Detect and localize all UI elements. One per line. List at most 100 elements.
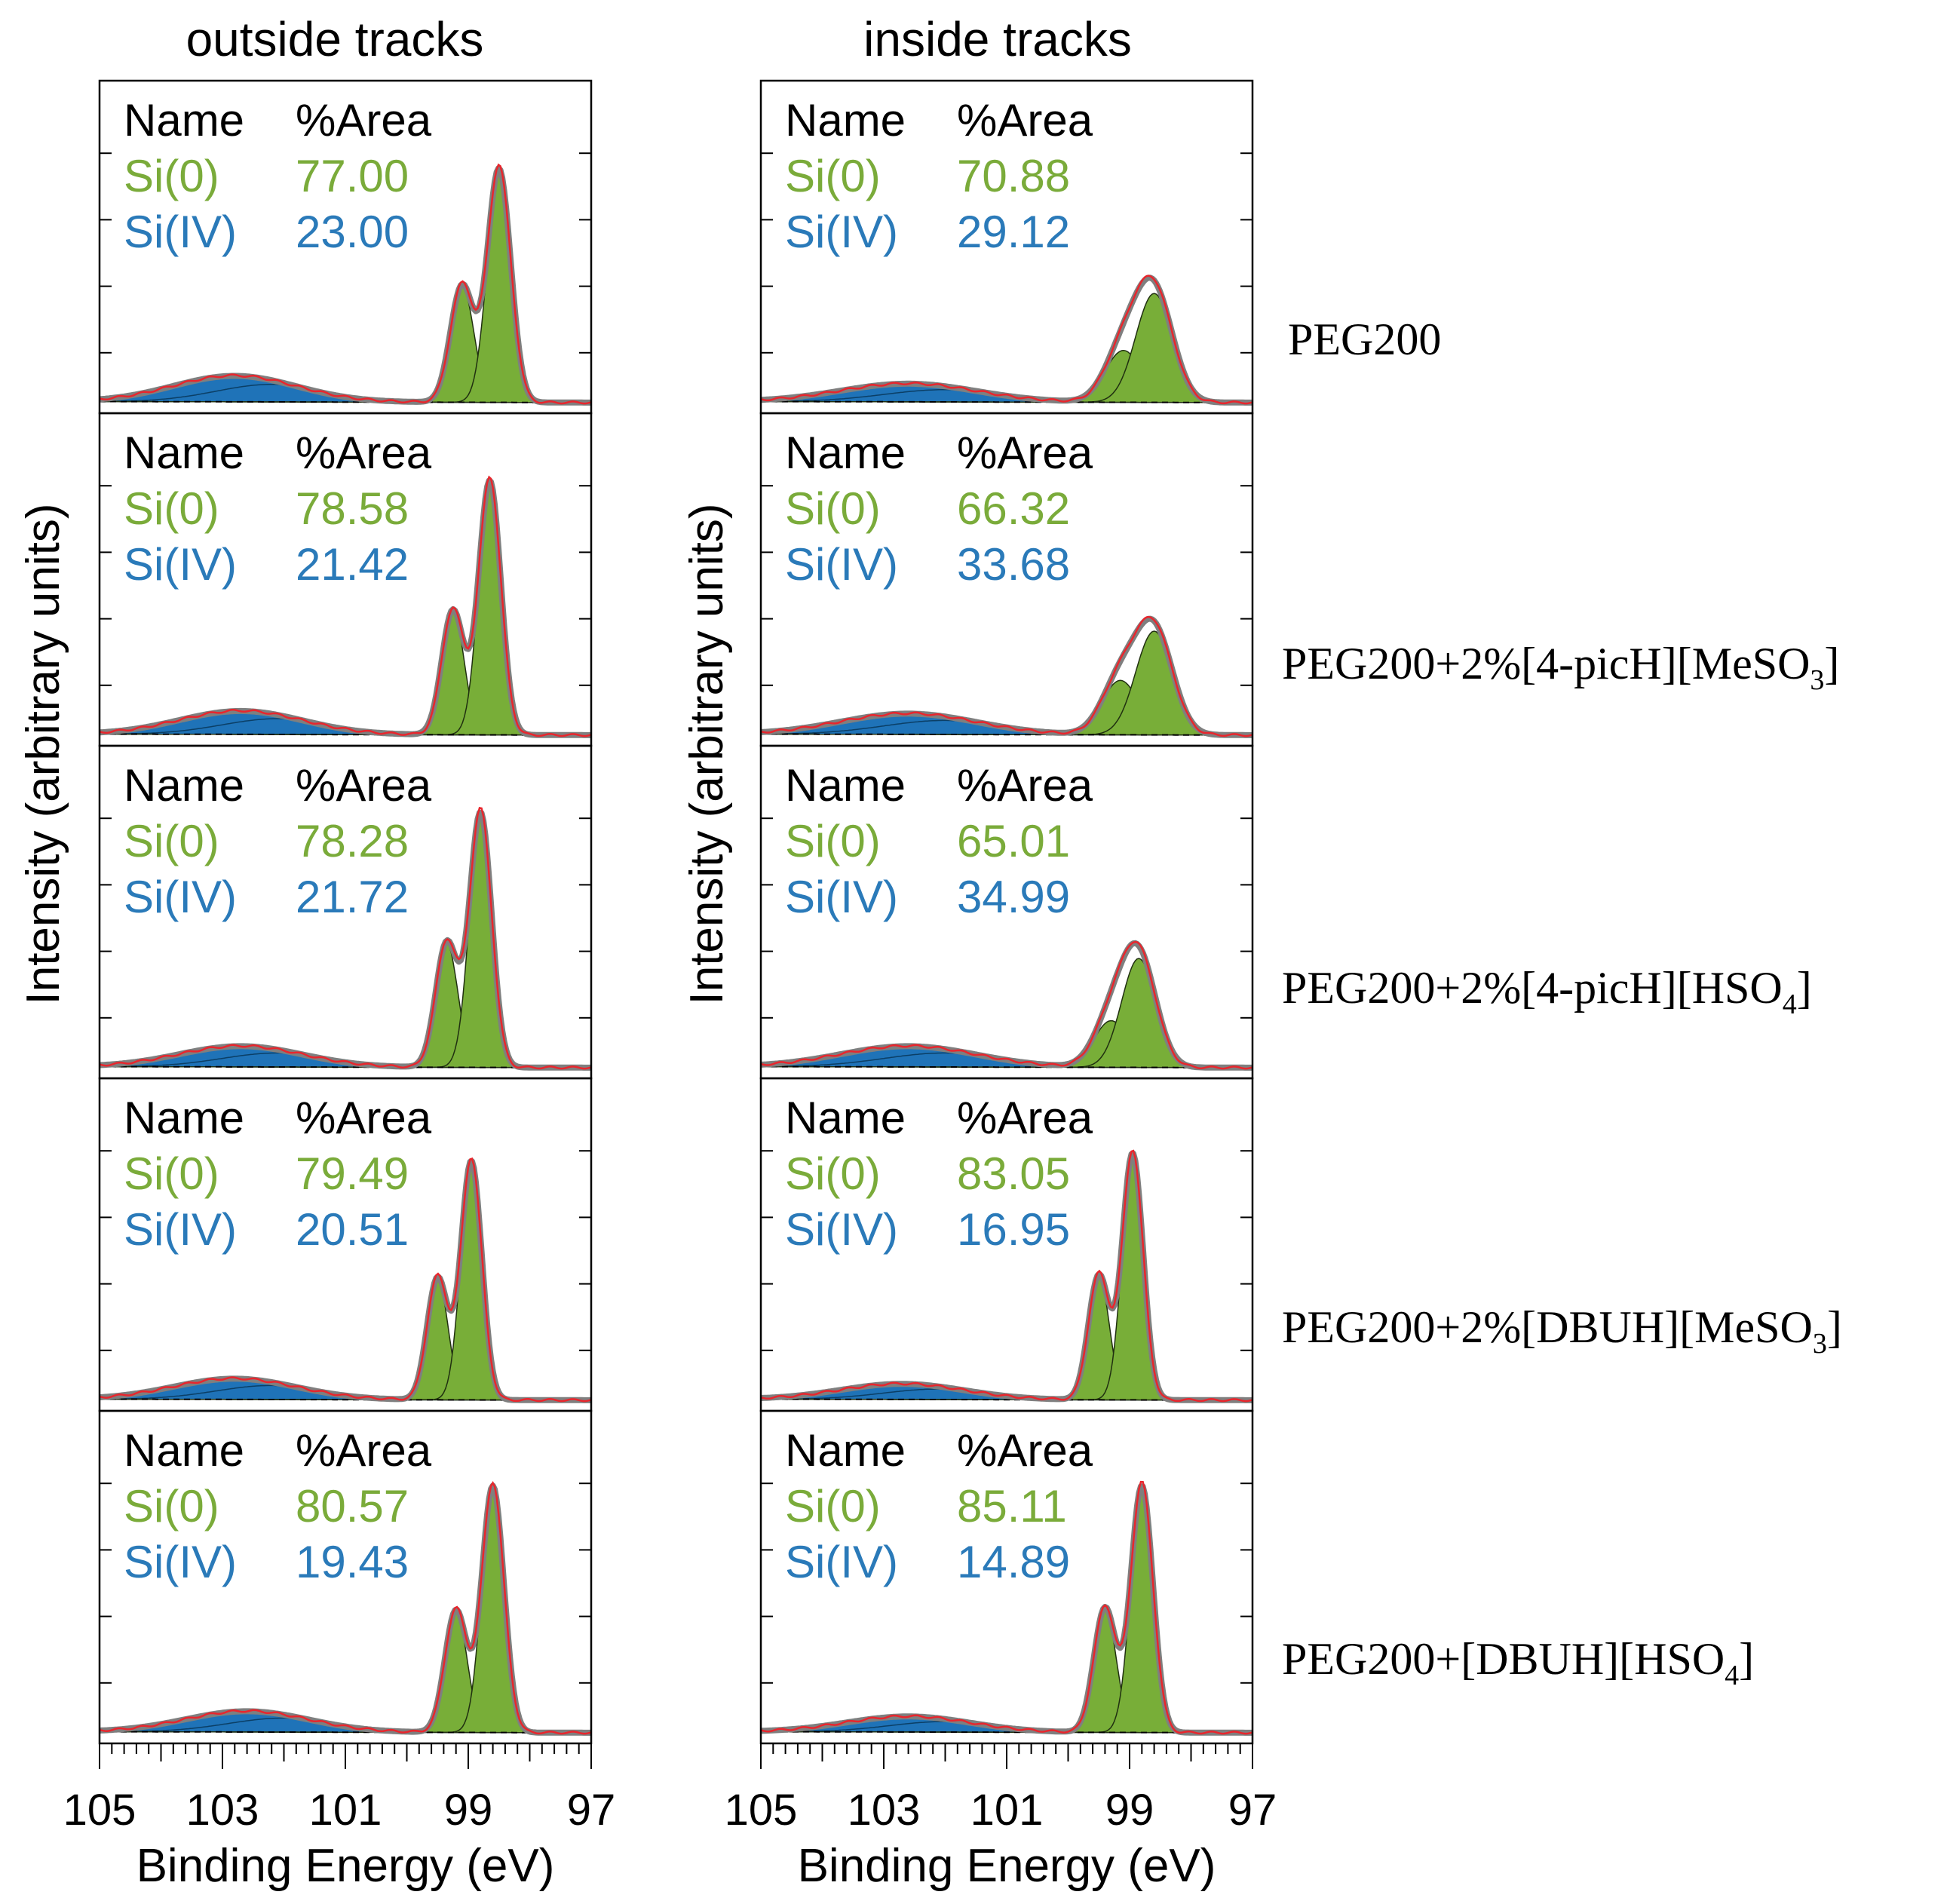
measured-data-line bbox=[99, 163, 592, 405]
measured-data-line bbox=[99, 807, 592, 1070]
background-line bbox=[761, 400, 1252, 403]
spectrum-panel-inside-5: Name %Area Si(0) 85.11 Si(IV) 14.89 bbox=[759, 1409, 1254, 1769]
si4-row-area: 34.99 bbox=[957, 872, 1070, 922]
x-tick-label: 99 bbox=[444, 1786, 493, 1835]
sample-label-end: ] bbox=[1824, 639, 1839, 688]
table-header-name: Name bbox=[785, 1093, 906, 1143]
background-line bbox=[100, 1065, 591, 1069]
x-tick-label: 105 bbox=[725, 1786, 798, 1835]
table-header-area: %Area bbox=[957, 1093, 1093, 1143]
table-header-area: %Area bbox=[296, 428, 432, 478]
measured-data-line bbox=[99, 1157, 592, 1403]
sample-label-text: PEG200+2%[4-picH][MeSO bbox=[1282, 639, 1810, 688]
x-tick-label: 99 bbox=[1105, 1786, 1154, 1835]
si0-component-area-b bbox=[100, 1277, 591, 1401]
column-title-outside: outside tracks bbox=[186, 12, 484, 66]
table-header-name: Name bbox=[785, 760, 906, 811]
table-header-name: Name bbox=[124, 95, 244, 146]
measured-data-line bbox=[99, 1481, 592, 1735]
si0-row-area: 79.49 bbox=[296, 1148, 409, 1199]
si4-row-area: 19.43 bbox=[296, 1537, 409, 1587]
x-axis-label-inside: Binding Energy (eV) bbox=[798, 1840, 1216, 1892]
spectrum-panel-outside-3: Name %Area Si(0) 78.28 Si(IV) 21.72 bbox=[98, 744, 593, 1080]
si4-row-area: 14.89 bbox=[957, 1537, 1070, 1587]
si0-component-area-b bbox=[100, 942, 591, 1069]
si0-row-area: 85.11 bbox=[957, 1481, 1067, 1531]
si0-row-area: 65.01 bbox=[957, 816, 1070, 866]
si0-row-name: Si(0) bbox=[124, 1148, 219, 1199]
table-header-name: Name bbox=[124, 1093, 244, 1143]
si4-row-area: 33.68 bbox=[957, 539, 1070, 590]
si0-row-area: 78.28 bbox=[296, 816, 409, 866]
panels: Name %Area Si(0) 77.00 Si(IV) 23.00 Name %Area S… bbox=[98, 79, 1254, 1769]
x-tick-label: 97 bbox=[1228, 1786, 1277, 1835]
x-tick-label: 105 bbox=[63, 1786, 136, 1835]
table-header-area: %Area bbox=[296, 95, 432, 146]
si0-row-area: 66.32 bbox=[957, 483, 1070, 534]
si0-row-area: 80.57 bbox=[296, 1481, 409, 1531]
sample-label-text: PEG200+2%[4-picH][HSO bbox=[1282, 963, 1783, 1013]
sample-label-end: ] bbox=[1827, 1302, 1842, 1352]
si0-row-name: Si(0) bbox=[124, 151, 219, 201]
spectrum-panel-inside-2: Name %Area Si(0) 66.32 Si(IV) 33.68 bbox=[759, 412, 1254, 747]
x-tick-label: 97 bbox=[567, 1786, 616, 1835]
background-line bbox=[100, 733, 591, 736]
table-header-name: Name bbox=[124, 760, 244, 811]
table-header-name: Name bbox=[124, 428, 244, 478]
sample-label-4-pich-meso3: PEG200+2%[4-picH][MeSO3] bbox=[1282, 639, 1839, 696]
table-header-name: Name bbox=[785, 428, 906, 478]
sample-labels: PEG200 PEG200+2%[4-picH][MeSO3] PEG200+2… bbox=[1282, 314, 1842, 1691]
spectrum-panel-outside-2: Name %Area Si(0) 78.58 Si(IV) 21.42 bbox=[98, 412, 593, 747]
measured-data-line bbox=[760, 1149, 1253, 1403]
table-header-name: Name bbox=[124, 1425, 244, 1476]
si0-row-name: Si(0) bbox=[785, 1148, 881, 1199]
table-header-area: %Area bbox=[296, 760, 432, 811]
background-line bbox=[761, 733, 1252, 736]
table-header-area: %Area bbox=[296, 1425, 432, 1476]
si4-row-name: Si(IV) bbox=[124, 207, 237, 257]
sample-label-dbuh-hso4: PEG200+[DBUH][HSO4] bbox=[1282, 1634, 1754, 1691]
si0-row-name: Si(0) bbox=[124, 483, 219, 534]
x-axis-label-outside: Binding Energy (eV) bbox=[136, 1840, 555, 1892]
spectrum-panel-outside-4: Name %Area Si(0) 79.49 Si(IV) 20.51 bbox=[98, 1077, 593, 1412]
x-tick-label: 103 bbox=[848, 1786, 921, 1835]
si0-row-name: Si(0) bbox=[124, 1481, 219, 1531]
table-header-name: Name bbox=[785, 95, 906, 146]
sample-label-end: ] bbox=[1797, 963, 1812, 1013]
table-header-area: %Area bbox=[957, 95, 1093, 146]
x-tick-label: 101 bbox=[970, 1786, 1044, 1835]
measured-data-line bbox=[760, 940, 1253, 1070]
y-axis-label-inside: Intensity (arbitrary units) bbox=[681, 504, 733, 1005]
sample-label-subscript: 3 bbox=[1810, 664, 1824, 696]
si0-component-area-a bbox=[761, 958, 1252, 1069]
spectrum-panel-outside-1: Name %Area Si(0) 77.00 Si(IV) 23.00 bbox=[98, 79, 593, 415]
sample-label-4-pich-hso4: PEG200+2%[4-picH][HSO4] bbox=[1282, 963, 1812, 1020]
spectrum-panel-inside-1: Name %Area Si(0) 70.88 Si(IV) 29.12 bbox=[759, 79, 1254, 415]
si0-row-name: Si(0) bbox=[785, 151, 881, 201]
si4-row-name: Si(IV) bbox=[785, 1537, 898, 1587]
si4-row-name: Si(IV) bbox=[785, 539, 898, 590]
y-axis-label-outside: Intensity (arbitrary units) bbox=[17, 504, 69, 1005]
background-line bbox=[100, 400, 591, 403]
si4-row-name: Si(IV) bbox=[785, 872, 898, 922]
si0-row-name: Si(0) bbox=[124, 816, 219, 866]
x-tick-labels-outside: 105 103 101 99 97 bbox=[63, 1786, 616, 1835]
si4-row-name: Si(IV) bbox=[124, 539, 237, 590]
sample-label-text: PEG200+[DBUH][HSO bbox=[1282, 1634, 1725, 1684]
envelope-line bbox=[759, 940, 1254, 1071]
column-title-inside: inside tracks bbox=[863, 12, 1132, 66]
table-header-area: %Area bbox=[957, 1425, 1093, 1476]
sample-label-text: PEG200+2%[DBUH][MeSO bbox=[1282, 1302, 1813, 1352]
spectrum-panel-inside-4: Name %Area Si(0) 83.05 Si(IV) 16.95 bbox=[759, 1077, 1254, 1412]
table-header-area: %Area bbox=[296, 1093, 432, 1143]
si0-row-area: 83.05 bbox=[957, 1148, 1070, 1199]
x-tick-label: 103 bbox=[186, 1786, 259, 1835]
x-tick-labels-inside: 105 103 101 99 97 bbox=[725, 1786, 1277, 1835]
sample-label-subscript: 4 bbox=[1783, 989, 1797, 1020]
si4-row-area: 16.95 bbox=[957, 1204, 1070, 1255]
si4-row-area: 20.51 bbox=[296, 1204, 409, 1255]
si4-row-area: 21.42 bbox=[296, 539, 409, 590]
sample-label-peg200: PEG200 bbox=[1288, 314, 1441, 364]
table-header-area: %Area bbox=[957, 428, 1093, 478]
